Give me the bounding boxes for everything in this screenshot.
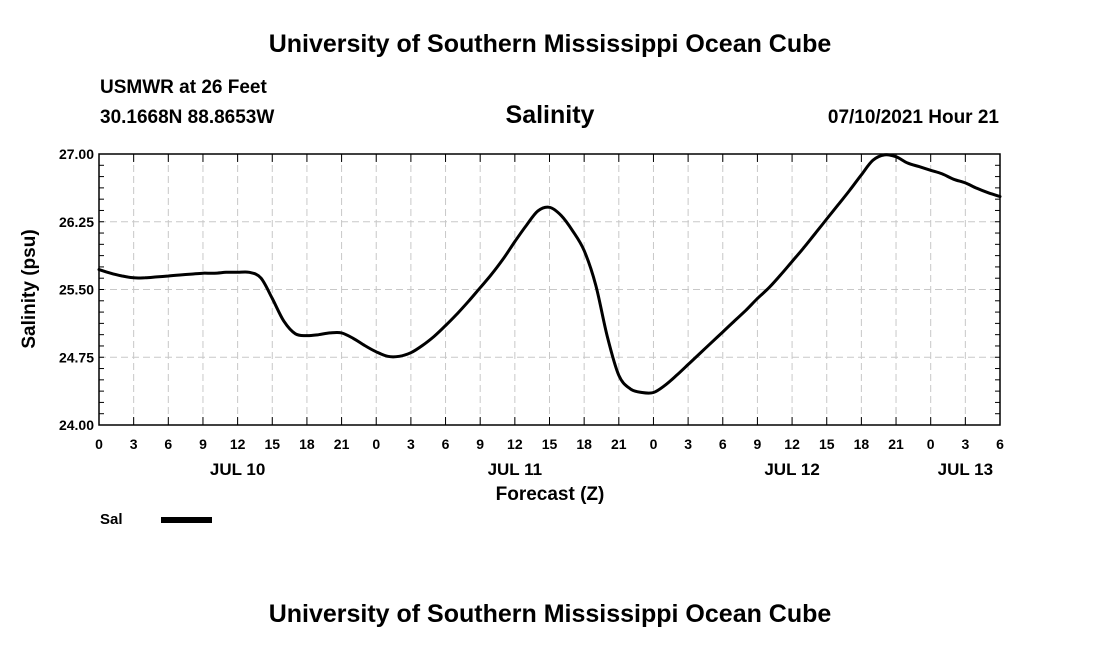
x-tick-label: 9 — [476, 436, 484, 452]
x-tick-label: 6 — [996, 436, 1004, 452]
y-tick-label: 26.25 — [59, 214, 94, 230]
x-tick-label: 18 — [854, 436, 870, 452]
x-tick-label: 9 — [199, 436, 207, 452]
x-tick-label: 21 — [334, 436, 350, 452]
x-day-label: JUL 10 — [210, 460, 265, 479]
x-tick-label: 0 — [95, 436, 103, 452]
y-tick-label: 24.00 — [59, 417, 94, 433]
forecast-date: 07/10/2021 Hour 21 — [827, 107, 999, 128]
y-tick-label: 25.50 — [59, 282, 94, 298]
y-tick-label: 24.75 — [59, 349, 94, 365]
x-day-label: JUL 11 — [488, 460, 543, 479]
x-tick-label: 9 — [754, 436, 762, 452]
x-tick-label: 15 — [542, 436, 558, 452]
chart-title: Salinity — [505, 101, 595, 129]
legend-label: Sal — [100, 511, 123, 528]
station-coordinates: 30.1668N 88.8653W — [100, 107, 275, 128]
x-day-label: JUL 13 — [938, 460, 993, 479]
x-tick-label: 18 — [299, 436, 315, 452]
x-tick-label: 3 — [130, 436, 138, 452]
x-tick-label: 21 — [888, 436, 904, 452]
x-tick-label: 12 — [230, 436, 246, 452]
x-tick-label: 12 — [507, 436, 523, 452]
x-day-label: JUL 12 — [764, 460, 819, 479]
x-tick-label: 6 — [164, 436, 172, 452]
x-tick-label: 12 — [784, 436, 800, 452]
station-label: USMWR at 26 Feet — [100, 77, 267, 98]
x-tick-label: 6 — [442, 436, 450, 452]
y-tick-label: 27.00 — [59, 146, 94, 162]
x-axis-label: Forecast (Z) — [496, 484, 605, 505]
x-tick-label: 0 — [927, 436, 935, 452]
x-tick-label: 3 — [684, 436, 692, 452]
y-axis-label: Salinity (psu) — [19, 229, 40, 348]
x-tick-label: 0 — [650, 436, 658, 452]
x-tick-label: 3 — [961, 436, 969, 452]
x-tick-label: 3 — [407, 436, 415, 452]
x-tick-label: 15 — [819, 436, 835, 452]
x-tick-label: 15 — [264, 436, 280, 452]
chart-title-bottom: University of Southern Mississippi Ocean… — [268, 600, 832, 628]
x-tick-label: 6 — [719, 436, 727, 452]
chart-title-top: University of Southern Mississippi Ocean… — [268, 30, 832, 58]
x-tick-label: 21 — [611, 436, 627, 452]
legend-line-swatch — [161, 517, 212, 523]
series-line-salinity — [97, 153, 1002, 395]
x-tick-label: 18 — [576, 436, 592, 452]
x-tick-label: 0 — [372, 436, 380, 452]
